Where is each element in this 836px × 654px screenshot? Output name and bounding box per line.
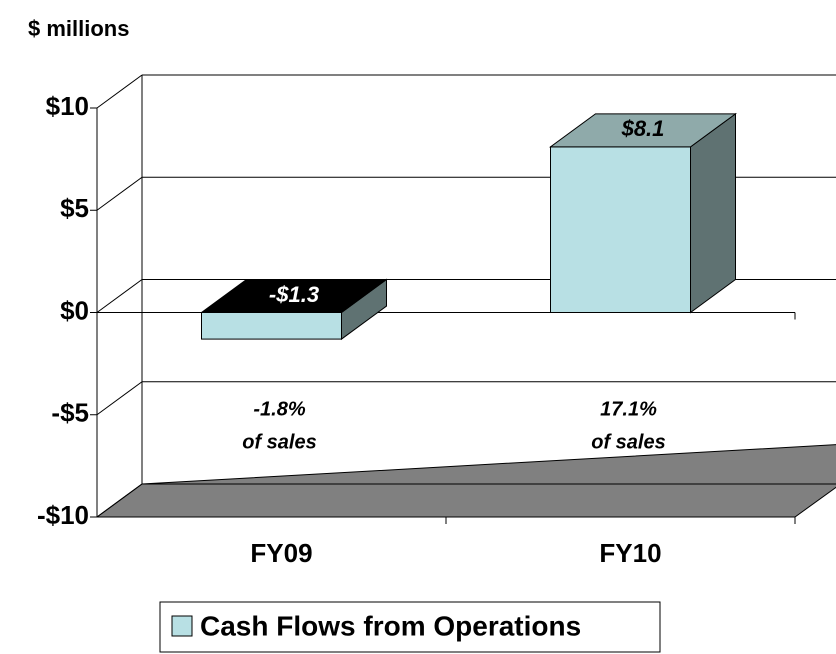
annotation: of sales bbox=[591, 431, 665, 453]
y-tick-label: $0 bbox=[60, 295, 89, 325]
grid-line bbox=[96, 483, 143, 518]
annotation: of sales bbox=[242, 431, 316, 453]
y-tick-label: $5 bbox=[60, 193, 89, 223]
grid-line bbox=[96, 176, 143, 211]
y-tick-label: $10 bbox=[46, 91, 89, 121]
x-tick-label: FY10 bbox=[599, 538, 661, 568]
annotation: 17.1% bbox=[600, 398, 657, 420]
value-label: -$1.3 bbox=[269, 282, 319, 307]
bar-top bbox=[548, 113, 738, 148]
grid-line bbox=[96, 74, 143, 109]
x-tick-label: FY09 bbox=[250, 538, 312, 568]
legend-label: Cash Flows from Operations bbox=[200, 610, 581, 641]
bar-top bbox=[199, 279, 389, 313]
floor bbox=[95, 444, 836, 518]
grid-line bbox=[96, 279, 143, 313]
bar-side bbox=[690, 112, 736, 314]
bar-front bbox=[550, 146, 691, 313]
y-tick-label: -$10 bbox=[37, 500, 89, 530]
y-tick-label: -$5 bbox=[51, 398, 89, 428]
value-label: $8.1 bbox=[621, 116, 665, 141]
bar-front bbox=[201, 312, 342, 340]
y-axis-title: $ millions bbox=[28, 16, 129, 41]
annotation: -1.8% bbox=[253, 398, 305, 420]
grid-line bbox=[96, 381, 143, 416]
legend-swatch bbox=[171, 615, 193, 637]
legend-box bbox=[159, 601, 661, 653]
